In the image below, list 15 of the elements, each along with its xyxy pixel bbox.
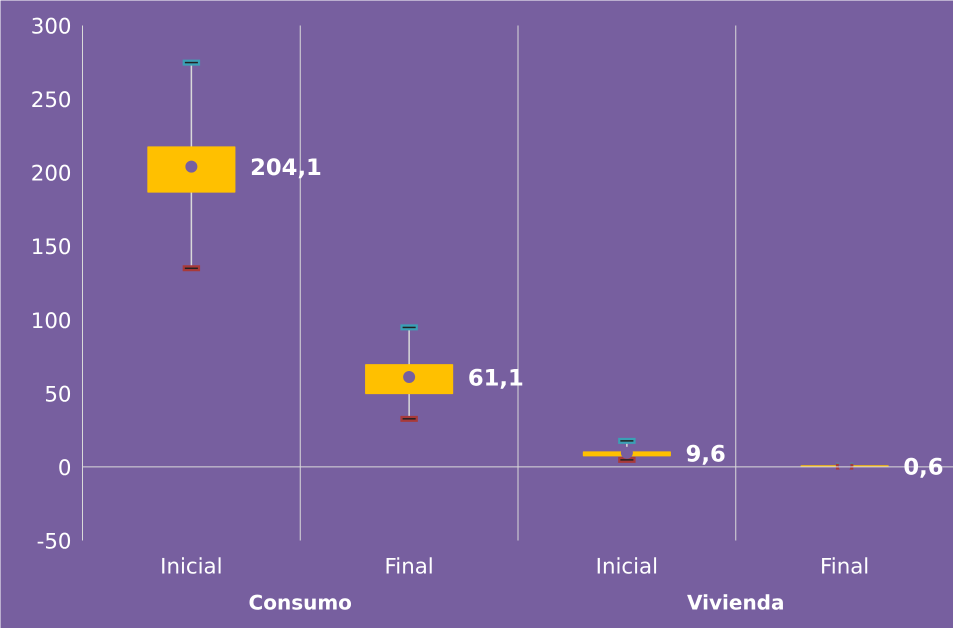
- y-tick-label: 0: [58, 456, 72, 481]
- x-tick-label: Final: [384, 554, 434, 580]
- y-tick-label: 100: [30, 308, 72, 334]
- y-tick-label: -50: [36, 530, 72, 554]
- y-tick-label: 250: [30, 88, 72, 114]
- x-tick-label: Inicial: [160, 554, 223, 580]
- y-tick-label: 150: [30, 235, 72, 260]
- y-tick-label: 200: [30, 162, 72, 187]
- y-tick-label: 300: [30, 14, 72, 40]
- x-tick-label: Final: [820, 554, 870, 580]
- x-tick-label: Inicial: [596, 554, 658, 580]
- text: Consumo: [248, 590, 352, 614]
- text: 9,6: [686, 441, 726, 468]
- y-tick-label: 50: [44, 382, 72, 408]
- text: Vivienda: [687, 590, 785, 614]
